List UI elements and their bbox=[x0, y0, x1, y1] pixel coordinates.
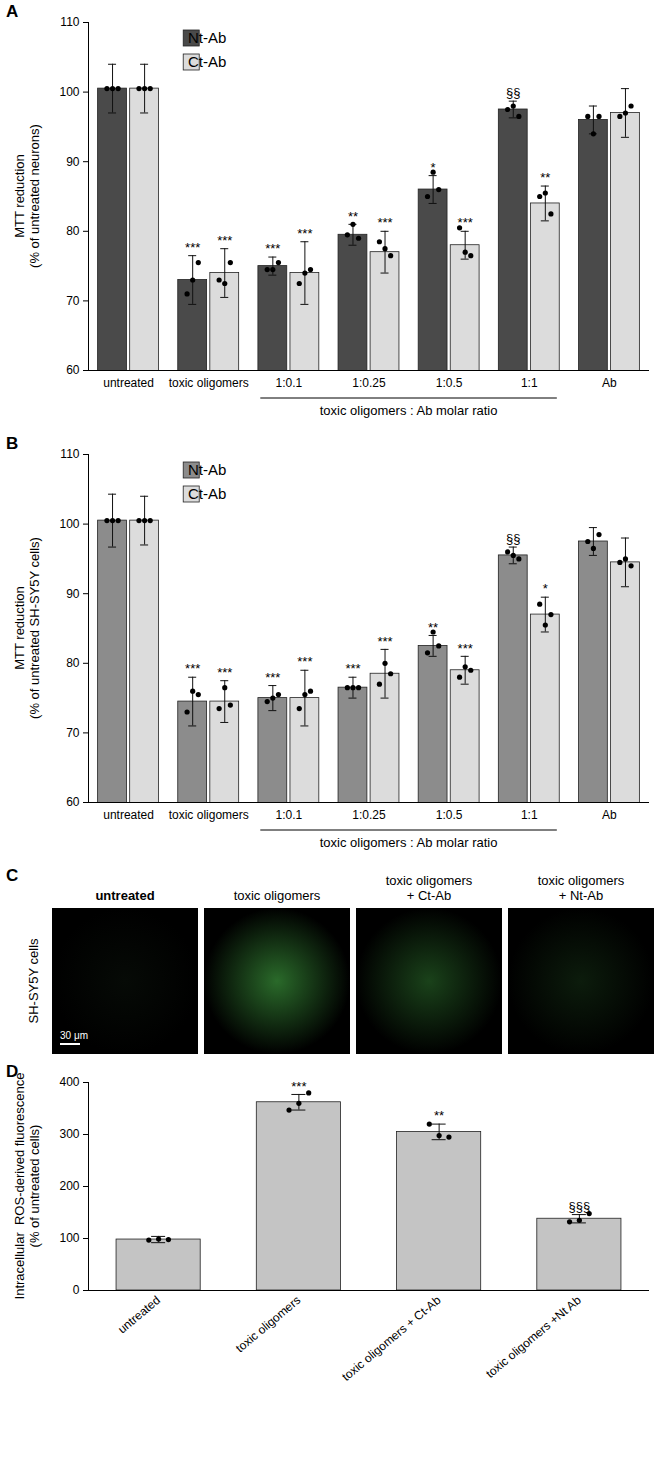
svg-text:0: 0 bbox=[73, 1283, 80, 1297]
svg-text:§§§: §§§ bbox=[569, 1199, 591, 1214]
svg-text:***: *** bbox=[291, 1079, 306, 1094]
svg-text:70: 70 bbox=[66, 726, 80, 740]
svg-text:Ct-Ab: Ct-Ab bbox=[188, 53, 226, 70]
svg-text:§§: §§ bbox=[506, 85, 520, 100]
svg-text:untreated: untreated bbox=[103, 376, 154, 390]
svg-text:1:0.5: 1:0.5 bbox=[436, 376, 463, 390]
svg-text:1:1: 1:1 bbox=[521, 808, 538, 822]
svg-text:toxic oligomers : Ab molar rat: toxic oligomers : Ab molar ratio bbox=[320, 835, 498, 850]
svg-text:(% of untreated cells): (% of untreated cells) bbox=[27, 1125, 42, 1248]
svg-text:+ Ct-Ab: + Ct-Ab bbox=[407, 888, 451, 903]
html-text:C: C bbox=[6, 866, 19, 885]
svg-text:toxic oligomers: toxic oligomers bbox=[233, 1293, 303, 1355]
svg-text:§§: §§ bbox=[506, 531, 520, 546]
svg-text:Ab: Ab bbox=[602, 808, 617, 822]
svg-text:***: *** bbox=[377, 215, 392, 230]
svg-text:80: 80 bbox=[66, 656, 80, 670]
svg-text:toxic oligomers + Ct-Ab: toxic oligomers + Ct-Ab bbox=[339, 1293, 444, 1384]
svg-text:100: 100 bbox=[59, 517, 79, 531]
svg-text:toxic oligomers: toxic oligomers bbox=[169, 808, 249, 822]
svg-text:Nt-Ab: Nt-Ab bbox=[188, 461, 226, 478]
svg-text:110: 110 bbox=[60, 447, 79, 461]
svg-text:***: *** bbox=[185, 240, 200, 255]
svg-text:toxic oligomers: toxic oligomers bbox=[234, 888, 321, 903]
svg-text:100: 100 bbox=[59, 1231, 79, 1245]
svg-text:MTT reduction: MTT reduction bbox=[12, 154, 27, 238]
svg-text:1:0.25: 1:0.25 bbox=[352, 376, 386, 390]
svg-text:**: ** bbox=[348, 209, 358, 224]
svg-text:SH-SY5Y cells: SH-SY5Y cells bbox=[26, 938, 41, 1024]
svg-text:1:0.25: 1:0.25 bbox=[352, 808, 386, 822]
svg-text:30 μm: 30 μm bbox=[60, 1030, 88, 1041]
svg-text:toxic oligomers: toxic oligomers bbox=[538, 873, 625, 888]
svg-text:60: 60 bbox=[66, 795, 80, 809]
svg-text:***: *** bbox=[458, 641, 473, 656]
svg-text:Ct-Ab: Ct-Ab bbox=[188, 485, 226, 502]
svg-text:***: *** bbox=[217, 665, 232, 680]
svg-text:untreated: untreated bbox=[95, 888, 154, 903]
svg-text:(% of untreated neurons): (% of untreated neurons) bbox=[27, 124, 42, 268]
svg-text:***: *** bbox=[265, 241, 280, 256]
svg-text:**: ** bbox=[434, 1108, 444, 1123]
svg-text:110: 110 bbox=[60, 15, 79, 29]
svg-text:200: 200 bbox=[59, 1179, 79, 1193]
svg-text:***: *** bbox=[265, 670, 280, 685]
svg-text:90: 90 bbox=[66, 155, 80, 169]
svg-text:Ab: Ab bbox=[602, 376, 617, 390]
svg-text:untreated: untreated bbox=[115, 1293, 163, 1336]
svg-text:70: 70 bbox=[66, 294, 80, 308]
svg-text:60: 60 bbox=[66, 363, 80, 377]
svg-text:***: *** bbox=[217, 233, 232, 248]
svg-text:***: *** bbox=[185, 661, 200, 676]
svg-text:toxic oligomers: toxic oligomers bbox=[169, 376, 249, 390]
svg-text:(% of untreated SH-SY5Y cells): (% of untreated SH-SY5Y cells) bbox=[27, 537, 42, 719]
svg-text:*: * bbox=[543, 581, 548, 596]
svg-text:+ Nt-Ab: + Nt-Ab bbox=[559, 888, 603, 903]
svg-text:300: 300 bbox=[59, 1127, 79, 1141]
svg-text:***: *** bbox=[297, 226, 312, 241]
svg-text:**: ** bbox=[428, 620, 438, 635]
svg-text:1:0.1: 1:0.1 bbox=[276, 808, 303, 822]
html-text:A: A bbox=[6, 2, 19, 21]
svg-text:***: *** bbox=[345, 661, 360, 676]
svg-text:toxic oligomers : Ab molar rat: toxic oligomers : Ab molar ratio bbox=[320, 403, 498, 418]
svg-text:1:0.1: 1:0.1 bbox=[276, 376, 303, 390]
svg-text:1:1: 1:1 bbox=[521, 376, 538, 390]
svg-text:Intracellular ROS-derived flu: Intracellular ROS-derived fluorescence bbox=[12, 1073, 27, 1300]
svg-text:***: *** bbox=[458, 215, 473, 230]
svg-text:90: 90 bbox=[66, 587, 80, 601]
svg-text:untreated: untreated bbox=[103, 808, 154, 822]
svg-text:400: 400 bbox=[59, 1075, 79, 1089]
svg-text:toxic oligomers: toxic oligomers bbox=[386, 873, 473, 888]
svg-text:100: 100 bbox=[59, 85, 79, 99]
svg-text:***: *** bbox=[297, 654, 312, 669]
svg-text:**: ** bbox=[540, 170, 550, 185]
svg-text:80: 80 bbox=[66, 224, 80, 238]
svg-text:1:0.5: 1:0.5 bbox=[436, 808, 463, 822]
html-text:D: D bbox=[6, 1062, 19, 1081]
html-text:B: B bbox=[6, 434, 19, 453]
svg-text:MTT reduction: MTT reduction bbox=[12, 586, 27, 670]
svg-text:Nt-Ab: Nt-Ab bbox=[188, 29, 226, 46]
svg-text:toxic oligomers +Nt Ab: toxic oligomers +Nt Ab bbox=[483, 1293, 584, 1381]
svg-text:*: * bbox=[431, 160, 436, 175]
svg-text:***: *** bbox=[377, 634, 392, 649]
